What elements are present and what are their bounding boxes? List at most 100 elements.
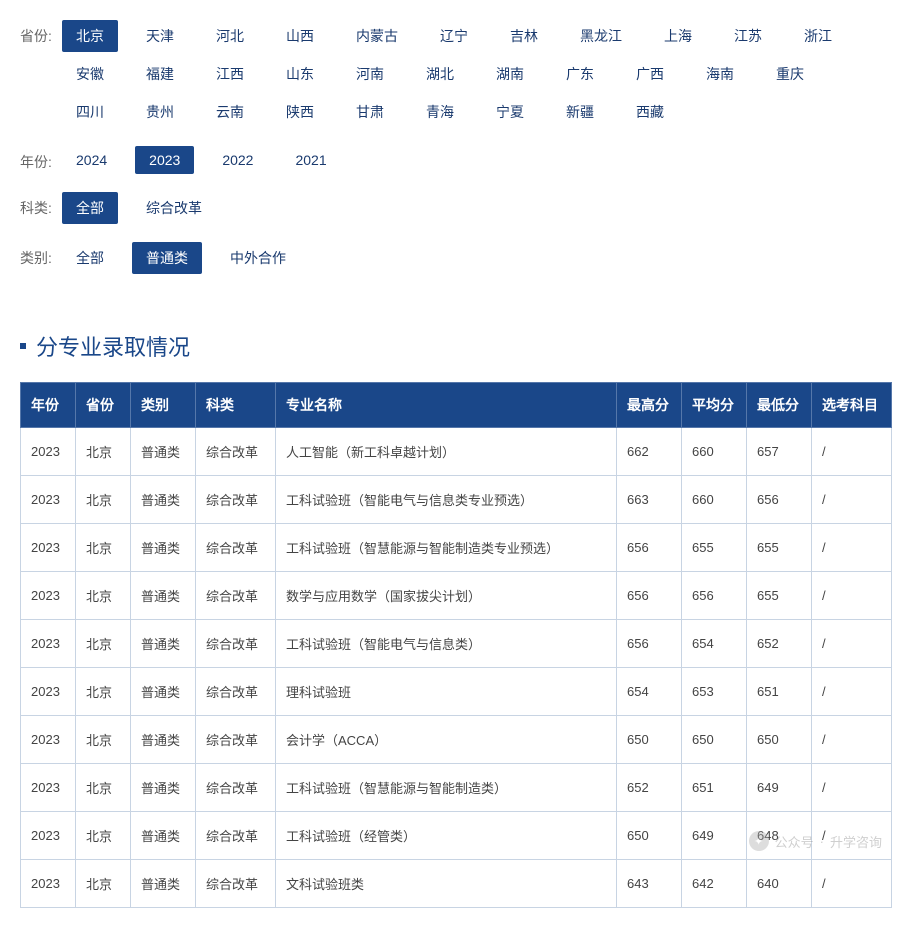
filter-option-province[interactable]: 天津 bbox=[132, 20, 188, 52]
table-row: 2023北京普通类综合改革人工智能（新工科卓越计划）662660657/ bbox=[21, 428, 892, 476]
table-cell: 2023 bbox=[21, 524, 76, 572]
table-cell: 工科试验班（智能电气与信息类专业预选） bbox=[276, 476, 617, 524]
filter-option-province[interactable]: 河北 bbox=[202, 20, 258, 52]
filter-option-province[interactable]: 青海 bbox=[412, 96, 468, 128]
table-cell: / bbox=[812, 572, 892, 620]
filter-option-province[interactable]: 江苏 bbox=[720, 20, 776, 52]
filter-year-row: 年份: 2024202320222021 bbox=[20, 146, 892, 180]
filter-option-province[interactable]: 山东 bbox=[272, 58, 328, 90]
filter-option-province[interactable]: 重庆 bbox=[762, 58, 818, 90]
filter-option-province[interactable]: 湖南 bbox=[482, 58, 538, 90]
table-cell: 2023 bbox=[21, 668, 76, 716]
table-cell: 660 bbox=[682, 476, 747, 524]
filter-option-category[interactable]: 普通类 bbox=[132, 242, 202, 274]
filter-option-province[interactable]: 宁夏 bbox=[482, 96, 538, 128]
filter-option-province[interactable]: 北京 bbox=[62, 20, 118, 52]
table-cell: 656 bbox=[617, 572, 682, 620]
table-cell: 653 bbox=[682, 668, 747, 716]
filter-option-category[interactable]: 全部 bbox=[62, 242, 118, 274]
table-cell: 662 bbox=[617, 428, 682, 476]
filter-category-options: 全部普通类中外合作 bbox=[62, 242, 892, 280]
filter-option-province[interactable]: 广西 bbox=[622, 58, 678, 90]
table-cell: 北京 bbox=[76, 860, 131, 908]
admission-table: 年份省份类别科类专业名称最高分平均分最低分选考科目 2023北京普通类综合改革人… bbox=[20, 382, 892, 908]
table-cell: 650 bbox=[617, 812, 682, 860]
filter-option-province[interactable]: 上海 bbox=[650, 20, 706, 52]
table-cell: 650 bbox=[682, 716, 747, 764]
table-cell: 北京 bbox=[76, 620, 131, 668]
filter-option-province[interactable]: 吉林 bbox=[496, 20, 552, 52]
table-cell: 651 bbox=[682, 764, 747, 812]
table-cell: 北京 bbox=[76, 524, 131, 572]
table-header-cell: 最高分 bbox=[617, 383, 682, 428]
table-cell: 2023 bbox=[21, 572, 76, 620]
table-cell: 综合改革 bbox=[196, 764, 276, 812]
filter-option-province[interactable]: 新疆 bbox=[552, 96, 608, 128]
table-row: 2023北京普通类综合改革工科试验班（智能电气与信息类专业预选）66366065… bbox=[21, 476, 892, 524]
filter-option-province[interactable]: 黑龙江 bbox=[566, 20, 636, 52]
table-header-cell: 类别 bbox=[131, 383, 196, 428]
filter-option-province[interactable]: 陕西 bbox=[272, 96, 328, 128]
filter-option-province[interactable]: 云南 bbox=[202, 96, 258, 128]
table-header-row: 年份省份类别科类专业名称最高分平均分最低分选考科目 bbox=[21, 383, 892, 428]
filter-option-province[interactable]: 浙江 bbox=[790, 20, 846, 52]
table-cell: 综合改革 bbox=[196, 476, 276, 524]
filter-option-province[interactable]: 河南 bbox=[342, 58, 398, 90]
watermark-separator: · bbox=[820, 834, 824, 849]
table-cell: 普通类 bbox=[131, 812, 196, 860]
table-cell: 综合改革 bbox=[196, 524, 276, 572]
table-header-cell: 选考科目 bbox=[812, 383, 892, 428]
filter-option-province[interactable]: 西藏 bbox=[622, 96, 678, 128]
filter-option-province[interactable]: 山西 bbox=[272, 20, 328, 52]
table-cell: 654 bbox=[682, 620, 747, 668]
table-cell: / bbox=[812, 764, 892, 812]
filter-province-row: 省份: 北京天津河北山西内蒙古辽宁吉林黑龙江上海江苏浙江安徽福建江西山东河南湖北… bbox=[20, 20, 892, 134]
table-cell: 综合改革 bbox=[196, 716, 276, 764]
filter-option-province[interactable]: 湖北 bbox=[412, 58, 468, 90]
filter-category-row: 类别: 全部普通类中外合作 bbox=[20, 242, 892, 280]
filter-option-category[interactable]: 中外合作 bbox=[216, 242, 300, 274]
table-row: 2023北京普通类综合改革数学与应用数学（国家拔尖计划）656656655/ bbox=[21, 572, 892, 620]
table-cell: / bbox=[812, 524, 892, 572]
table-header-cell: 最低分 bbox=[747, 383, 812, 428]
filter-option-province[interactable]: 甘肃 bbox=[342, 96, 398, 128]
filter-option-province[interactable]: 内蒙古 bbox=[342, 20, 412, 52]
filter-option-year[interactable]: 2024 bbox=[62, 146, 121, 174]
table-cell: 综合改革 bbox=[196, 812, 276, 860]
table-row: 2023北京普通类综合改革工科试验班（智慧能源与智能制造类）652651649/ bbox=[21, 764, 892, 812]
table-cell: 北京 bbox=[76, 428, 131, 476]
filter-option-province[interactable]: 安徽 bbox=[62, 58, 118, 90]
table-cell: 663 bbox=[617, 476, 682, 524]
section-title-text: 分专业录取情况 bbox=[36, 330, 190, 362]
table-cell: 652 bbox=[747, 620, 812, 668]
filter-option-province[interactable]: 贵州 bbox=[132, 96, 188, 128]
filter-option-subject[interactable]: 全部 bbox=[62, 192, 118, 224]
table-row: 2023北京普通类综合改革会计学（ACCA）650650650/ bbox=[21, 716, 892, 764]
table-cell: 普通类 bbox=[131, 524, 196, 572]
table-cell: 652 bbox=[617, 764, 682, 812]
filter-option-year[interactable]: 2021 bbox=[281, 146, 340, 174]
filter-subject-options: 全部综合改革 bbox=[62, 192, 892, 230]
table-cell: 656 bbox=[682, 572, 747, 620]
table-cell: 656 bbox=[747, 476, 812, 524]
table-header-cell: 省份 bbox=[76, 383, 131, 428]
filter-option-province[interactable]: 四川 bbox=[62, 96, 118, 128]
filter-option-province[interactable]: 江西 bbox=[202, 58, 258, 90]
table-cell: 综合改革 bbox=[196, 620, 276, 668]
filter-option-province[interactable]: 海南 bbox=[692, 58, 748, 90]
table-cell: 656 bbox=[617, 620, 682, 668]
table-cell: / bbox=[812, 476, 892, 524]
table-cell: 655 bbox=[747, 572, 812, 620]
filter-option-year[interactable]: 2023 bbox=[135, 146, 194, 174]
table-cell: 人工智能（新工科卓越计划） bbox=[276, 428, 617, 476]
filter-option-year[interactable]: 2022 bbox=[208, 146, 267, 174]
table-cell: 普通类 bbox=[131, 668, 196, 716]
filter-option-province[interactable]: 福建 bbox=[132, 58, 188, 90]
filter-option-province[interactable]: 辽宁 bbox=[426, 20, 482, 52]
filter-option-subject[interactable]: 综合改革 bbox=[132, 192, 216, 224]
filter-option-province[interactable]: 广东 bbox=[552, 58, 608, 90]
table-cell: 工科试验班（智能电气与信息类） bbox=[276, 620, 617, 668]
filter-province-options: 北京天津河北山西内蒙古辽宁吉林黑龙江上海江苏浙江安徽福建江西山东河南湖北湖南广东… bbox=[62, 20, 892, 134]
table-cell: 655 bbox=[747, 524, 812, 572]
table-cell: 2023 bbox=[21, 860, 76, 908]
